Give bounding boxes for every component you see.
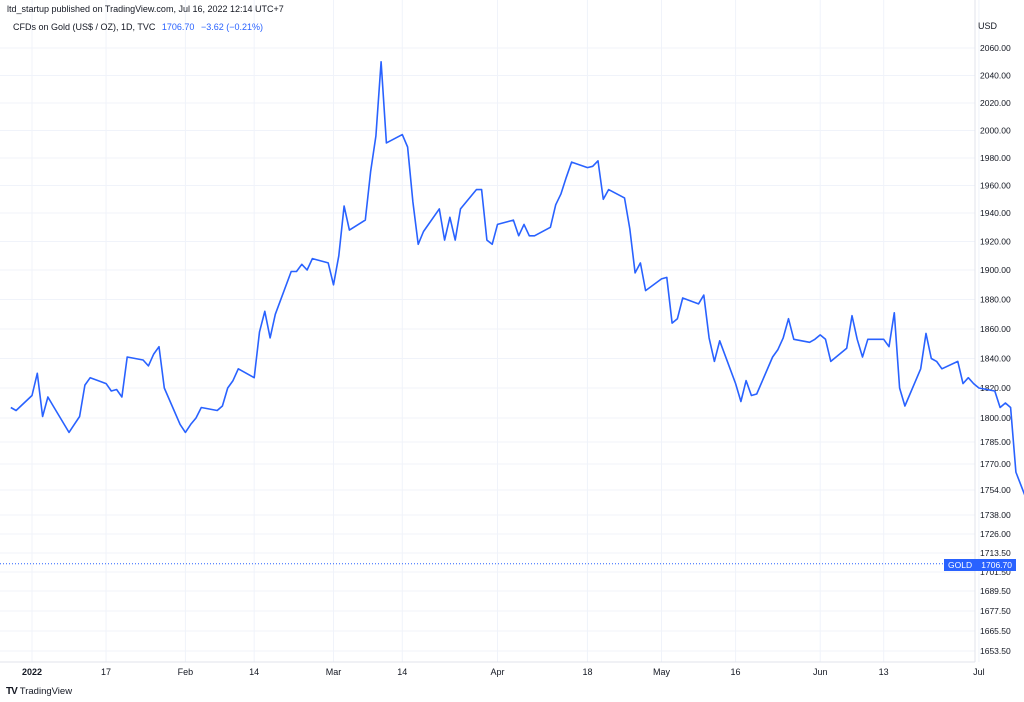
legend-change: −3.62 (−0.21%) — [200, 22, 263, 32]
y-tick-label: 1653.50 — [980, 646, 1011, 656]
y-tick-label: 2040.00 — [980, 71, 1011, 81]
tradingview-logo-icon: TV — [6, 686, 18, 697]
y-tick-label: 1960.00 — [980, 181, 1011, 191]
y-tick-label: 2020.00 — [980, 98, 1011, 108]
y-tick-label: 1701.50 — [980, 567, 1011, 577]
y-tick-label: 2000.00 — [980, 126, 1011, 136]
y-tick-label: 1754.00 — [980, 485, 1011, 495]
x-tick-label: Jun — [813, 667, 828, 677]
x-tick-label: Apr — [491, 667, 505, 677]
y-tick-label: 1713.50 — [980, 548, 1011, 558]
price-unit-label: USD — [978, 21, 998, 31]
price-series-line — [10, 60, 1024, 496]
publisher-line: ltd_startup published on TradingView.com… — [7, 4, 284, 14]
y-tick-label: 1677.50 — [980, 606, 1011, 616]
y-tick-label: 1800.00 — [980, 413, 1011, 423]
last-price-label: GOLD 1706.70 — [944, 559, 1016, 571]
y-tick-label: 1770.00 — [980, 459, 1011, 469]
x-tick-label: 14 — [249, 667, 259, 677]
legend-value: 1706.70 — [161, 22, 195, 32]
y-tick-label: 1665.50 — [980, 626, 1011, 636]
last-price-symbol: GOLD — [948, 560, 973, 570]
x-tick-label: 18 — [582, 667, 592, 677]
y-tick-label: 1726.00 — [980, 529, 1011, 539]
y-tick-label: 1820.00 — [980, 383, 1011, 393]
brand-name: TradingView — [19, 686, 73, 697]
last-price-value: 1706.70 — [981, 560, 1012, 570]
x-tick-label: May — [653, 667, 671, 677]
y-tick-label: 1940.00 — [980, 208, 1011, 218]
x-tick-label: 13 — [879, 667, 889, 677]
tradingview-brand[interactable]: TV TradingView — [6, 686, 72, 697]
x-tick-label: 17 — [101, 667, 111, 677]
legend-symbol: CFDs on Gold (US$ / OZ), 1D, TVC — [13, 22, 156, 32]
y-tick-label: 1880.00 — [980, 295, 1011, 305]
chart-legend: CFDs on Gold (US$ / OZ), 1D, TVC 1706.70… — [13, 22, 263, 32]
y-tick-label: 1900.00 — [980, 265, 1011, 275]
x-tick-label: Jul — [973, 667, 985, 677]
x-tick-label: 14 — [397, 667, 407, 677]
y-tick-label: 1785.00 — [980, 437, 1011, 447]
y-tick-label: 1920.00 — [980, 237, 1011, 247]
y-tick-label: 1840.00 — [980, 354, 1011, 364]
y-tick-label: 1860.00 — [980, 324, 1011, 334]
x-tick-label: Mar — [326, 667, 342, 677]
y-tick-label: 1738.00 — [980, 510, 1011, 520]
x-tick-label: Feb — [178, 667, 194, 677]
y-tick-label: 1980.00 — [980, 153, 1011, 163]
x-tick-label: 16 — [731, 667, 741, 677]
y-tick-label: 2060.00 — [980, 43, 1011, 53]
x-tick-label: 2022 — [22, 667, 42, 677]
y-tick-label: 1689.50 — [980, 586, 1011, 596]
